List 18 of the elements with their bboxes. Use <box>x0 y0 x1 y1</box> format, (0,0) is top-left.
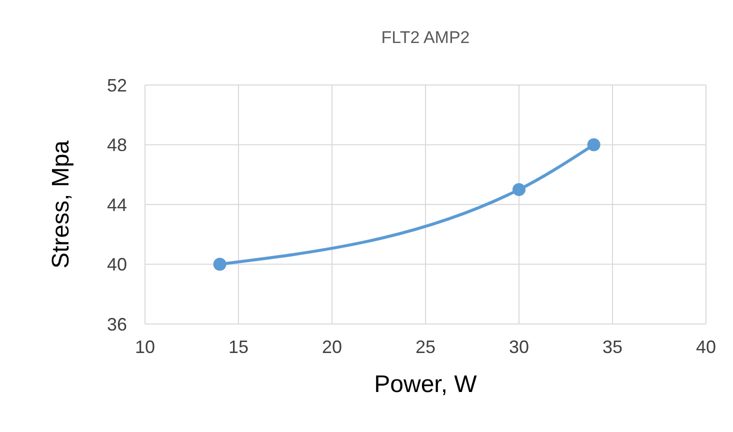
point <box>512 183 526 196</box>
y-axis-title: Stress, Mpa <box>48 140 75 269</box>
y-tick-label: 52 <box>106 75 127 96</box>
x-tick-label: 25 <box>415 336 436 357</box>
y-tick-label: 44 <box>106 194 127 215</box>
y-tick-label: 36 <box>106 314 127 334</box>
chart-title: FLT2 AMP2 <box>380 28 471 48</box>
x-tick-label: 10 <box>134 336 156 357</box>
x-tick-label: 30 <box>508 336 530 357</box>
x-axis-title: Power, W <box>374 371 478 398</box>
point <box>587 138 600 152</box>
y-tick-label: 40 <box>106 254 127 275</box>
x-tick-label: 35 <box>602 336 623 357</box>
x-tick-label: 20 <box>322 336 342 357</box>
y-tick-label: 48 <box>106 135 127 156</box>
point <box>213 258 226 271</box>
x-tick-label: 40 <box>696 336 716 357</box>
x-tick-label: 15 <box>228 336 249 357</box>
